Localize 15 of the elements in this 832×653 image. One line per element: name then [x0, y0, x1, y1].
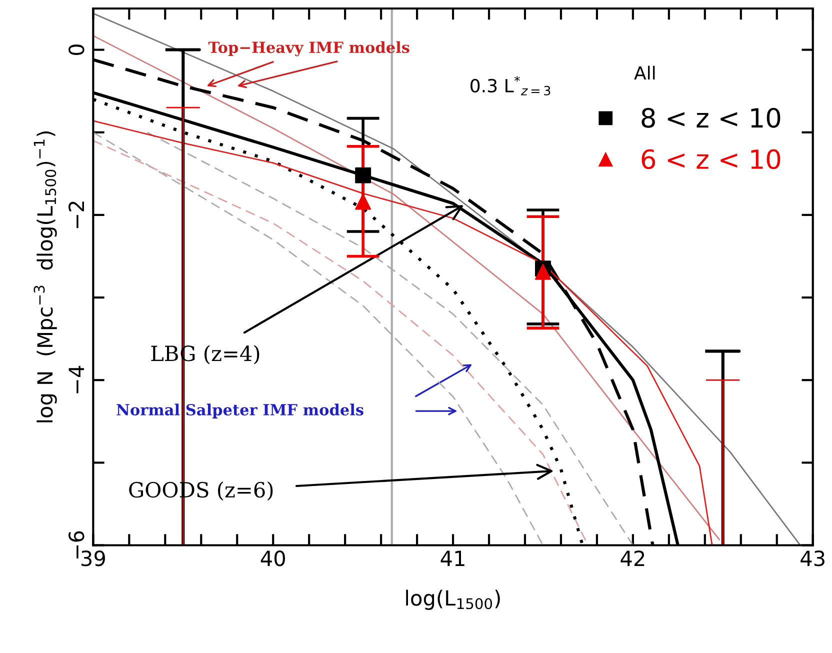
legend-label: 8 < z < 10	[642, 108, 780, 128]
y-tick-label: −2	[68, 202, 84, 228]
annotation: Top−Heavy IMF models	[208, 41, 410, 56]
annotation: 0.3 L$^{*}$$_{z=3}$	[470, 76, 550, 96]
annotation: All	[634, 66, 655, 80]
y-tick-label: 0	[68, 44, 84, 56]
legend-label: 6 < z < 10	[642, 149, 780, 170]
y-axis-title: log N (Mpc$^{−3}$ dlog(L$_{1500}$)$^{−1}$)	[34, 131, 57, 422]
x-tick-label: 43	[800, 550, 824, 566]
x-tick-label: 41	[440, 550, 464, 566]
x-tick-label: 40	[260, 550, 285, 566]
x-tick-label: 42	[620, 550, 644, 566]
x-axis-title: log(L$_{1500}$)	[406, 590, 500, 610]
annotation: Normal Salpeter IMF models	[116, 404, 364, 418]
y-tick-label: −4	[68, 366, 84, 394]
